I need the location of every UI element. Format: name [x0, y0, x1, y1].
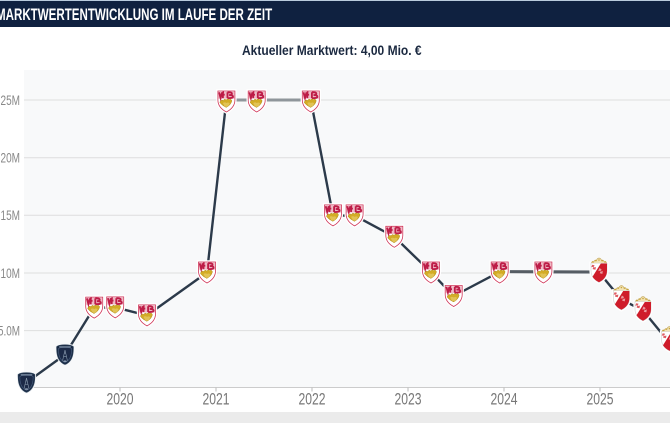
- svg-text:25M: 25M: [1, 93, 21, 108]
- svg-text:10M: 10M: [1, 266, 21, 281]
- svg-text:2025: 2025: [587, 390, 614, 408]
- svg-text:2023: 2023: [395, 390, 422, 408]
- svg-text:2022: 2022: [299, 390, 326, 408]
- svg-text:2021: 2021: [203, 390, 230, 408]
- svg-text:15M: 15M: [1, 208, 21, 223]
- svg-text:2020: 2020: [107, 390, 134, 408]
- svg-text:2024: 2024: [491, 390, 518, 408]
- svg-text:20M: 20M: [1, 151, 21, 166]
- svg-text:5.0M: 5.0M: [0, 323, 20, 338]
